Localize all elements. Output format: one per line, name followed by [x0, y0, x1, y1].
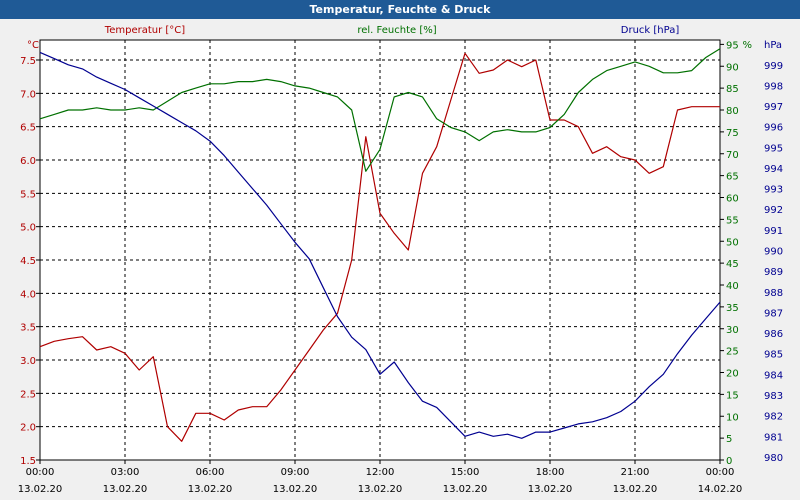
pressure-tick-label: 997 — [764, 102, 783, 113]
temperature-tick-label: 3.0 — [20, 356, 36, 367]
humidity-tick-label: 15 — [726, 390, 739, 401]
x-tick-date: 13.02.20 — [103, 484, 148, 495]
pressure-tick-label: 992 — [764, 205, 783, 216]
humidity-tick-label: 60 — [726, 194, 739, 205]
humidity-tick-label: 40 — [726, 281, 739, 292]
humidity-tick-label: 30 — [726, 325, 739, 336]
pressure-tick-label: 998 — [764, 81, 783, 92]
humidity-tick-label: 5 — [726, 434, 732, 445]
x-tick-date: 13.02.20 — [18, 484, 63, 495]
humidity-tick-label: 35 — [726, 303, 739, 314]
pressure-tick-label: 993 — [764, 185, 783, 196]
x-tick-time: 00:00 — [706, 467, 735, 478]
x-tick-date: 13.02.20 — [613, 484, 658, 495]
series-line-pressure — [39, 51, 721, 439]
pressure-tick-label: 989 — [764, 267, 783, 278]
x-tick-time: 00:00 — [26, 467, 55, 478]
pressure-tick-label: 994 — [764, 164, 783, 175]
x-tick-time: 03:00 — [111, 467, 140, 478]
tick-labels: 00:00 13.02.20 03:00 13.02.20 06:00 13.02.20 0… — [18, 40, 783, 495]
humidity-unit-label: % — [742, 40, 752, 51]
x-tick-time: 06:00 — [196, 467, 225, 478]
x-tick-date: 13.02.20 — [273, 484, 318, 495]
humidity-tick-label: 55 — [726, 215, 739, 226]
humidity-tick-label: 70 — [726, 150, 739, 161]
x-tick-time: 21:00 — [621, 467, 650, 478]
series-line-humidity — [39, 48, 721, 172]
humidity-tick-label: 85 — [726, 84, 739, 95]
legend-humidity: rel. Feuchte [%] — [357, 25, 436, 36]
legend-temperature: Temperatur [°C] — [104, 25, 185, 36]
humidity-tick-label: 0 — [726, 456, 732, 467]
x-tick-date: 13.02.20 — [443, 484, 488, 495]
plot-border — [39, 39, 721, 461]
pressure-tick-label: 995 — [764, 143, 783, 154]
humidity-tick-label: 80 — [726, 106, 739, 117]
temperature-tick-label: 6.5 — [20, 123, 36, 134]
humidity-tick-label: 45 — [726, 259, 739, 270]
pressure-tick-label: 999 — [764, 61, 783, 72]
pressure-tick-label: 986 — [764, 329, 783, 340]
x-tick-time: 09:00 — [281, 467, 310, 478]
x-tick-date: 13.02.20 — [358, 484, 403, 495]
series-line-temperature — [39, 52, 720, 442]
humidity-tick-label: 25 — [726, 347, 739, 358]
temperature-tick-label: 2.0 — [20, 423, 36, 434]
humidity-tick-label: 95 — [726, 40, 739, 51]
humidity-tick-label: 90 — [726, 62, 739, 73]
humidity-tick-label: 10 — [726, 412, 739, 423]
pressure-tick-label: 987 — [764, 308, 783, 319]
chart-title: Temperatur, Feuchte & Druck — [0, 0, 800, 19]
temperature-tick-label: 4.0 — [20, 289, 36, 300]
temperature-tick-label: 5.0 — [20, 223, 36, 234]
temperature-tick-label: 5.5 — [20, 189, 36, 200]
pressure-tick-label: 991 — [764, 226, 783, 237]
temperature-tick-label: 1.5 — [20, 456, 36, 467]
x-tick-time: 12:00 — [366, 467, 395, 478]
pressure-tick-label: 983 — [764, 391, 783, 402]
humidity-tick-label: 50 — [726, 237, 739, 248]
temperature-unit-label: °C — [27, 40, 39, 51]
humidity-tick-label: 20 — [726, 369, 739, 380]
pressure-tick-label: 985 — [764, 350, 783, 361]
pressure-tick-label: 980 — [764, 453, 783, 464]
pressure-tick-label: 982 — [764, 412, 783, 423]
pressure-tick-label: 996 — [764, 123, 783, 134]
humidity-tick-label: 75 — [726, 128, 739, 139]
humidity-tick-label: 65 — [726, 172, 739, 183]
temperature-tick-label: 4.5 — [20, 256, 36, 267]
pressure-unit-label: hPa — [764, 40, 782, 51]
x-tick-date: 13.02.20 — [188, 484, 233, 495]
temperature-tick-label: 3.5 — [20, 323, 36, 334]
x-tick-time: 18:00 — [536, 467, 565, 478]
temperature-tick-label: 7.5 — [20, 56, 36, 67]
pressure-tick-label: 988 — [764, 288, 783, 299]
pressure-tick-label: 981 — [764, 432, 783, 443]
x-tick-date: 14.02.20 — [698, 484, 743, 495]
pressure-tick-label: 984 — [764, 370, 783, 381]
series-lines — [39, 48, 721, 442]
temperature-tick-label: 2.5 — [20, 389, 36, 400]
plot-frame — [36, 39, 724, 464]
temperature-tick-label: 6.0 — [20, 156, 36, 167]
x-tick-date: 13.02.20 — [528, 484, 573, 495]
temperature-tick-label: 7.0 — [20, 89, 36, 100]
x-tick-time: 15:00 — [451, 467, 480, 478]
legend-pressure: Druck [hPa] — [621, 25, 680, 36]
pressure-tick-label: 990 — [764, 247, 783, 258]
